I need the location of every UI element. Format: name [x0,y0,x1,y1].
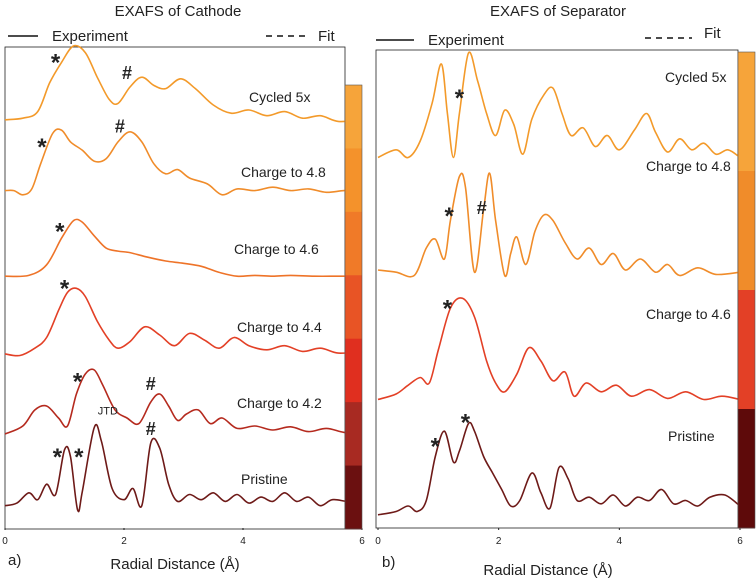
peak-hash-charge-to-4-8: # [115,116,125,136]
legend-fit-label-a: Fit [318,28,335,45]
peak-star-pristine: * [53,444,63,471]
peak-hash-pristine: # [146,419,156,439]
series-line-charge-to-4-8 [4,128,363,196]
colorbar-b [737,51,756,529]
curves-a [4,44,363,513]
colorbar-segment [345,275,362,340]
curves-b [377,51,741,516]
peak-star-cycled-5x: * [455,85,465,112]
panel-a-cathode: EXAFS of Cathode Experiment Fit Cycled 5… [2,3,365,573]
labels-a: Cycled 5x * # Charge to 4.8 * # Charge to 4.6 *… [37,50,326,487]
peak-star-charge-to-4-8: * [445,203,455,230]
x-tick-label-2: 2 [121,536,127,547]
series-label-cycled-5x: Cycled 5x [665,69,726,85]
peak-star-charge-to-4-4: * [60,275,70,302]
x-tick-label-4: 4 [240,536,246,547]
series-label-pristine: Pristine [668,428,715,444]
series-label-charge-to-4-4: Charge to 4.4 [237,319,322,335]
panel-b-label: b) [382,554,395,571]
panel-a-title: EXAFS of Cathode [115,3,242,20]
series-line-charge-to-4-4 [4,287,363,357]
x-tick-label-0: 0 [375,536,381,547]
labels-b: Cycled 5x * Charge to 4.8 * # Charge to 4.6 * P… [431,69,731,461]
colorbar-a [344,84,363,530]
series-label-charge-to-4-8: Charge to 4.8 [646,158,731,174]
colorbar-segment [345,148,362,213]
x-tick-label-0: 0 [2,536,8,547]
series-line-cycled-5x [4,44,363,123]
colorbar-frame [344,84,363,530]
series-line-pristine [377,421,741,516]
series-label-cycled-5x: Cycled 5x [249,89,310,105]
peak-star-charge-to-4-6: * [443,296,453,323]
series-label-charge-to-4-6: Charge to 4.6 [646,306,731,322]
series-label-charge-to-4-8: Charge to 4.8 [241,164,326,180]
peak-star-charge-to-4-2: * [73,368,83,395]
x-ticks-a: 0 2 4 6 [2,528,365,547]
peak-star-cycled-5x: * [51,50,61,77]
peak-star-pristine: * [461,410,471,437]
series-line-charge-to-4-2 [4,368,363,435]
series-line-charge-to-4-6 [377,297,741,401]
colorbar-segment [345,465,362,530]
colorbar-segment [738,409,755,529]
colorbar-frame [737,51,756,529]
peak-star-charge-to-4-6: * [55,218,65,245]
series-line-charge-to-4-8 [377,172,741,278]
peak-hash-charge-to-4-8: # [477,198,487,218]
series-label-charge-to-4-2: Charge to 4.2 [237,395,322,411]
x-axis-label-a: Radial Distance (Å) [110,556,239,573]
colorbar-segment [345,402,362,467]
panel-b-separator: EXAFS of Separator Experiment Fit Cycled… [375,3,756,579]
colorbar-segment [345,85,362,149]
peak-star-pristine: * [431,434,441,461]
peak-star-charge-to-4-8: * [37,134,47,161]
colorbar-segment [345,211,362,276]
x-tick-label-6: 6 [737,536,743,547]
colorbar-segment [738,171,755,291]
series-line-cycled-5x [377,51,741,159]
panel-b-title: EXAFS of Separator [490,3,626,20]
x-ticks-b: 0 2 4 6 [375,528,743,547]
colorbar-segment [738,290,755,410]
legend-fit-label-b: Fit [704,25,721,42]
colorbar-segment [345,338,362,403]
x-tick-label-4: 4 [617,536,623,547]
series-label-charge-to-4-6: Charge to 4.6 [234,241,319,257]
series-line-charge-to-4-6 [4,218,362,278]
x-axis-label-b: Radial Distance (Å) [483,562,612,579]
colorbar-segment [738,52,755,172]
peak-star-pristine: * [74,444,84,471]
peak-hash-cycled-5x: # [122,63,132,83]
jtd-label: JTD [98,405,118,417]
peak-hash-charge-to-4-2: # [146,374,156,394]
series-line-pristine [4,423,363,513]
x-tick-label-6: 6 [359,536,365,547]
legend-experiment-label-b: Experiment [428,32,505,49]
series-label-pristine: Pristine [241,471,288,487]
x-tick-label-2: 2 [496,536,502,547]
panel-a-label: a) [8,552,21,569]
legend-experiment-label-a: Experiment [52,28,129,45]
